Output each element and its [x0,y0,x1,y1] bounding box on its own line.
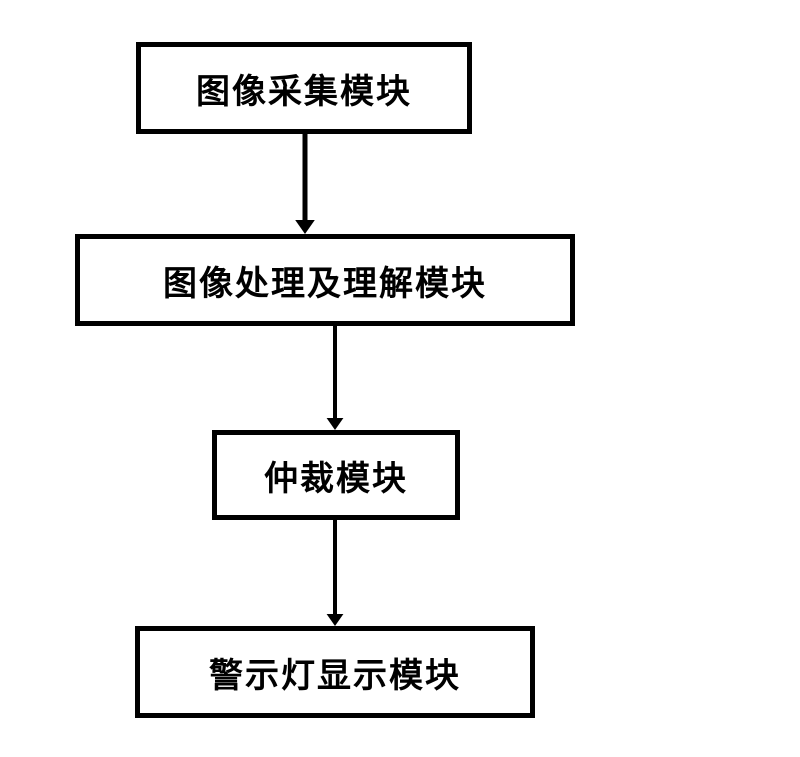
flowchart-canvas: 图像采集模块 图像处理及理解模块 仲裁模块 警示灯显示模块 [0,0,800,757]
edge-1-arrowhead [295,220,315,234]
edge-1 [295,134,315,234]
edge-2 [327,326,344,430]
edge-3 [327,520,344,626]
edge-2-arrowhead [327,418,344,430]
edge-3-arrowhead [327,614,344,626]
edges-layer [0,0,800,757]
